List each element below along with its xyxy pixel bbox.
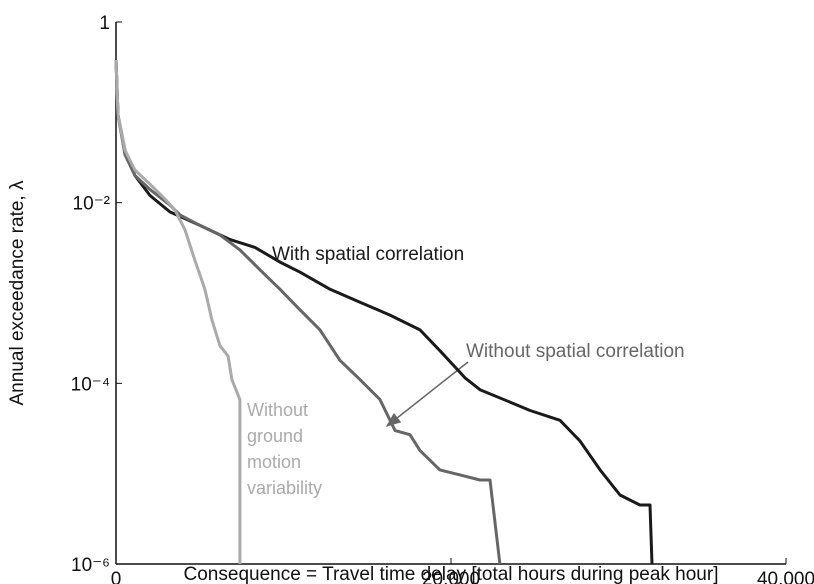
x-axis-label: Consequence = Travel time delay [total h… xyxy=(184,564,719,584)
series-label: With spatial correlation xyxy=(272,244,465,265)
annotation-arrow xyxy=(385,361,469,427)
y-tick-label: 10⁻⁶ xyxy=(71,555,110,576)
y-axis-label: Annual exceedance rate, λ xyxy=(7,180,28,405)
series-label: Without ground motion variability xyxy=(247,400,323,498)
series-line xyxy=(114,59,654,565)
y-tick-label: 10⁻² xyxy=(73,194,111,215)
x-tick-label: 20,000 xyxy=(422,569,480,584)
x-tick-label: 0 xyxy=(111,569,122,584)
y-tick-label: 1 xyxy=(99,13,110,34)
x-tick-label: 40,000 xyxy=(757,569,814,584)
series-line xyxy=(114,59,242,564)
y-tick-label: 10⁻⁴ xyxy=(71,374,110,395)
series-line xyxy=(114,59,502,565)
series-label: Without spatial correlation xyxy=(466,341,685,362)
